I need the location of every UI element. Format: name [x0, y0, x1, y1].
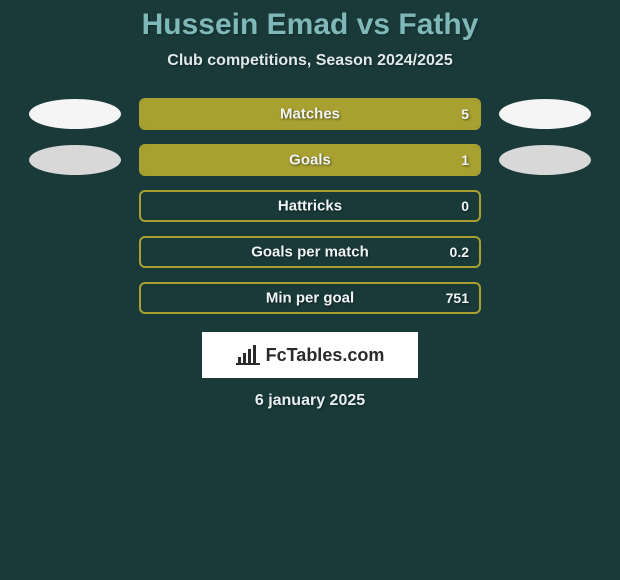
logo-box: FcTables.com — [202, 332, 418, 378]
left-spacer — [29, 191, 121, 221]
left-ellipse — [29, 99, 121, 129]
bar-label: Hattricks — [141, 198, 479, 215]
stat-row: Min per goal751 — [0, 282, 620, 314]
stat-row: Goals1 — [0, 144, 620, 176]
left-spacer — [29, 237, 121, 267]
bar-value: 5 — [461, 106, 469, 122]
bar-value: 0 — [461, 198, 469, 214]
bar-label: Min per goal — [141, 290, 479, 307]
stat-row: Hattricks0 — [0, 190, 620, 222]
stat-bar: Hattricks0 — [139, 190, 481, 222]
bar-label: Goals — [141, 152, 479, 169]
right-spacer — [499, 191, 591, 221]
left-ellipse — [29, 145, 121, 175]
stat-row: Matches5 — [0, 98, 620, 130]
bar-label: Goals per match — [141, 244, 479, 261]
right-spacer — [499, 283, 591, 313]
stat-rows: Matches5Goals1Hattricks0Goals per match0… — [0, 98, 620, 314]
stat-bar: Min per goal751 — [139, 282, 481, 314]
page-title: Hussein Emad vs Fathy — [0, 8, 620, 42]
right-ellipse — [499, 99, 591, 129]
left-spacer — [29, 283, 121, 313]
bar-label: Matches — [141, 106, 479, 123]
bar-chart-icon — [236, 345, 260, 365]
bar-value: 0.2 — [450, 244, 469, 260]
right-spacer — [499, 237, 591, 267]
logo-text: FcTables.com — [266, 345, 385, 366]
right-ellipse — [499, 145, 591, 175]
stat-bar: Matches5 — [139, 98, 481, 130]
subtitle: Club competitions, Season 2024/2025 — [0, 52, 620, 70]
stat-bar: Goals1 — [139, 144, 481, 176]
infographic-container: Hussein Emad vs Fathy Club competitions,… — [0, 0, 620, 410]
stat-bar: Goals per match0.2 — [139, 236, 481, 268]
bar-value: 1 — [461, 152, 469, 168]
date-text: 6 january 2025 — [0, 392, 620, 410]
bar-value: 751 — [446, 290, 469, 306]
stat-row: Goals per match0.2 — [0, 236, 620, 268]
